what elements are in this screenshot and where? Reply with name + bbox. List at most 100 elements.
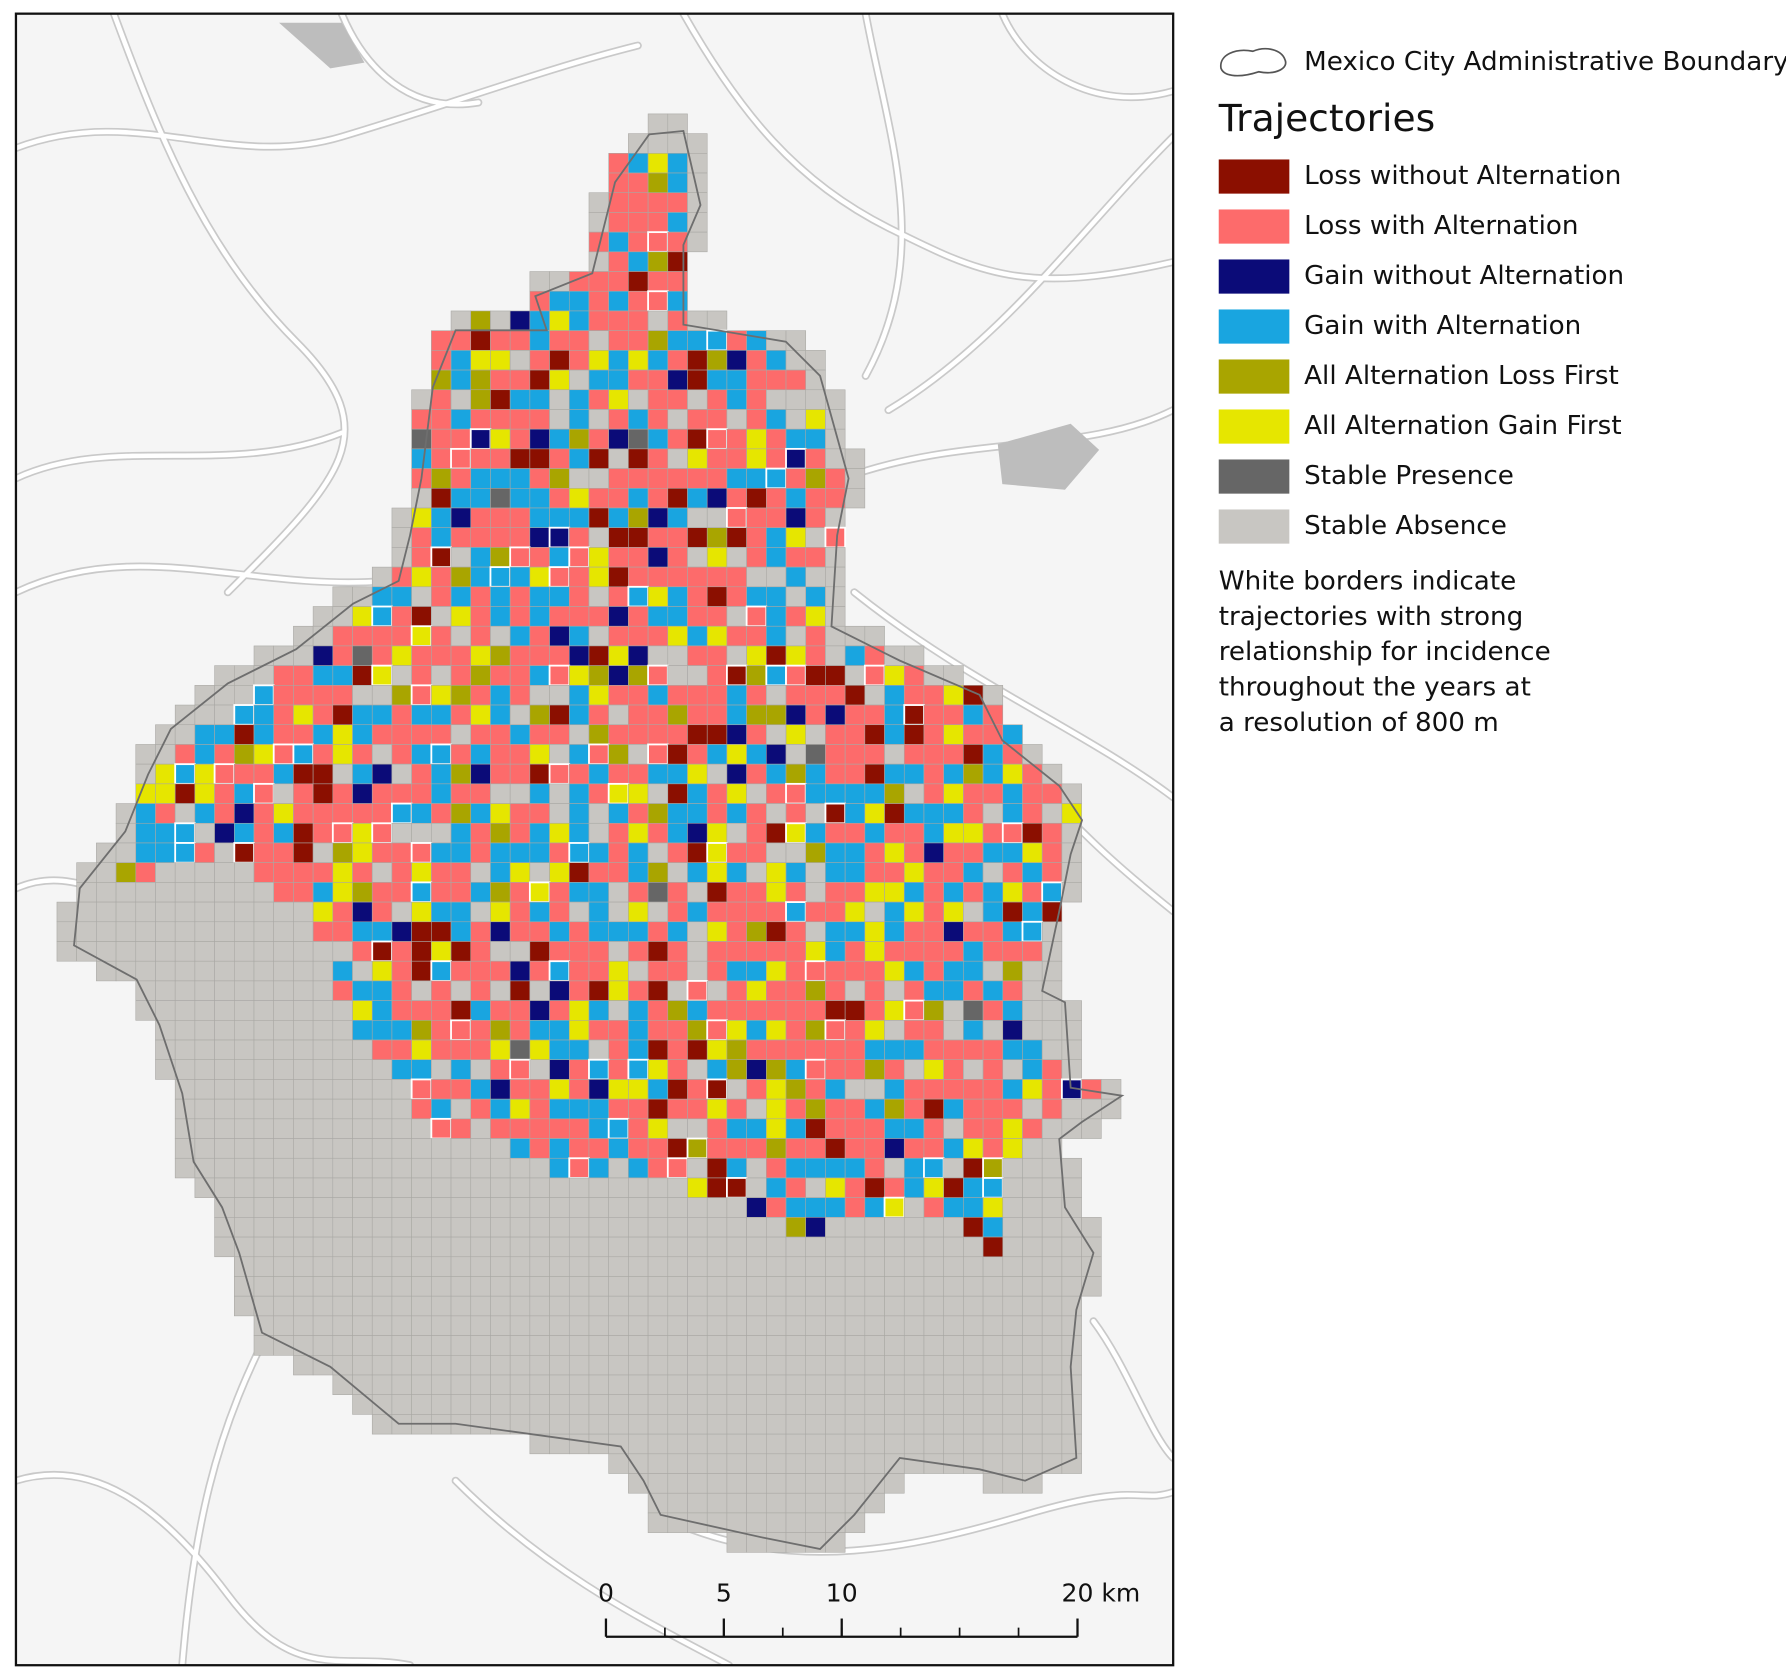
grid-cell xyxy=(470,862,491,883)
grid-cell xyxy=(214,901,235,923)
grid-cell xyxy=(352,882,373,903)
grid-cell xyxy=(1061,1414,1082,1435)
grid-cell xyxy=(766,1512,787,1533)
grid-cell xyxy=(766,1276,787,1297)
grid-cell xyxy=(785,1276,807,1297)
grid-cell xyxy=(844,1374,866,1395)
grid-cell xyxy=(628,921,649,942)
grid-cell xyxy=(332,1236,353,1258)
grid-cell xyxy=(825,1374,846,1395)
grid-cell xyxy=(943,1276,964,1297)
grid-cell xyxy=(391,960,412,982)
grid-cell xyxy=(628,1236,649,1258)
grid-cell xyxy=(667,1098,688,1120)
grid-cell xyxy=(608,547,629,568)
grid-cell xyxy=(864,1256,885,1277)
grid-cell xyxy=(706,763,728,785)
grid-cell xyxy=(726,763,747,785)
grid-cell xyxy=(647,586,669,607)
grid-cell xyxy=(470,704,491,726)
grid-cell xyxy=(884,901,905,923)
grid-cell xyxy=(982,1138,1004,1159)
grid-cell xyxy=(766,1157,787,1179)
grid-cell xyxy=(884,665,905,686)
grid-cell xyxy=(194,921,215,942)
grid-cell xyxy=(470,1197,491,1218)
grid-cell xyxy=(726,468,747,489)
grid-cell xyxy=(805,685,826,706)
grid-cell xyxy=(785,1197,807,1218)
grid-cell xyxy=(273,783,294,804)
scale-tick-label: 0 xyxy=(598,1579,614,1608)
grid-cell xyxy=(450,724,472,745)
grid-cell xyxy=(825,1256,846,1277)
grid-cell xyxy=(549,1177,570,1198)
grid-cell xyxy=(391,1177,412,1198)
grid-cell xyxy=(884,704,905,726)
grid-cell xyxy=(332,921,353,942)
grid-cell xyxy=(785,664,807,687)
grid-cell xyxy=(490,822,511,844)
grid-cell xyxy=(490,1138,511,1159)
grid-cell xyxy=(391,862,412,883)
grid-cell xyxy=(391,842,412,863)
grid-cell xyxy=(608,1295,629,1317)
grid-cell xyxy=(529,862,550,883)
grid-cell xyxy=(667,507,688,528)
grid-cell xyxy=(943,1157,964,1179)
grid-cell xyxy=(825,1355,846,1376)
grid-cell xyxy=(884,1138,905,1159)
grid-cell xyxy=(1022,862,1043,883)
grid-cell xyxy=(450,1098,472,1120)
grid-cell xyxy=(529,448,550,469)
grid-cell xyxy=(766,1355,787,1376)
grid-cell xyxy=(391,1098,412,1120)
grid-cell xyxy=(470,350,491,371)
grid-cell xyxy=(490,685,511,706)
grid-cell xyxy=(273,921,294,942)
grid-cell xyxy=(529,1295,550,1317)
grid-cell xyxy=(805,448,826,469)
grid-cell xyxy=(194,1138,215,1159)
grid-cell xyxy=(490,803,511,824)
grid-cell xyxy=(982,783,1004,804)
grid-cell xyxy=(982,1197,1004,1218)
grid-cell xyxy=(785,1256,807,1277)
grid-cell xyxy=(529,960,550,982)
grid-cell xyxy=(647,1177,669,1198)
grid-cell xyxy=(844,901,866,923)
grid-cell xyxy=(450,507,472,528)
grid-cell xyxy=(253,980,274,1001)
grid-cell xyxy=(411,941,432,962)
grid-cell xyxy=(490,448,511,469)
grid-cell xyxy=(844,1295,866,1317)
grid-cell xyxy=(687,842,708,863)
legend-swatch xyxy=(1218,509,1290,544)
grid-cell xyxy=(667,665,688,686)
grid-cell xyxy=(864,1020,885,1041)
grid-cell xyxy=(332,783,353,804)
grid-cell xyxy=(628,153,649,174)
grid-cell xyxy=(548,566,571,588)
legend-label: All Alternation Gain First xyxy=(1304,411,1621,441)
grid-cell xyxy=(667,1374,688,1395)
grid-cell xyxy=(963,1020,984,1041)
grid-cell xyxy=(628,448,649,469)
grid-cell xyxy=(825,1217,846,1238)
grid-cell xyxy=(824,1019,847,1041)
grid-cell xyxy=(766,1020,787,1041)
grid-cell xyxy=(628,625,649,647)
grid-cell xyxy=(825,822,846,844)
grid-cell xyxy=(1022,803,1043,824)
grid-cell xyxy=(746,1295,767,1317)
grid-cell xyxy=(1002,763,1023,785)
grid-cell xyxy=(568,1276,590,1297)
grid-cell xyxy=(470,783,491,804)
grid-cell xyxy=(1002,1355,1023,1376)
grid-cell xyxy=(253,1000,274,1021)
grid-cell xyxy=(825,1335,846,1356)
grid-cell xyxy=(963,1138,984,1159)
grid-cell xyxy=(923,685,944,706)
grid-cell xyxy=(431,1276,452,1297)
grid-cell xyxy=(312,1197,334,1218)
